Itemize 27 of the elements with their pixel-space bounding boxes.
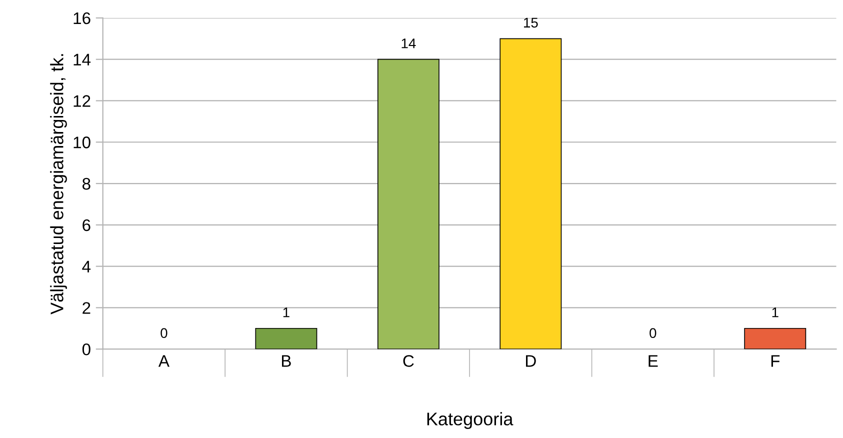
x-axis-title: Kategooria <box>427 412 514 429</box>
data-label: 0 <box>650 328 656 338</box>
bar <box>377 58 440 350</box>
data-label: 14 <box>402 38 416 48</box>
data-label: 0 <box>160 328 168 338</box>
bar <box>744 328 806 350</box>
y-tick-label: 6 <box>82 219 90 232</box>
x-tick-label: A <box>158 355 170 367</box>
data-label: 1 <box>772 308 778 318</box>
bar <box>500 38 562 350</box>
y-tick-label: 4 <box>82 260 91 272</box>
y-axis-title: Väljastatud energiamärgiseid, tk. <box>50 54 67 314</box>
data-label: 15 <box>524 18 538 28</box>
y-tick-label: 2 <box>82 302 90 314</box>
x-tick-label: F <box>771 355 780 367</box>
y-tick-label: 14 <box>74 54 91 66</box>
y-tick-label: 8 <box>82 178 90 190</box>
data-label: 1 <box>283 308 290 318</box>
bar <box>255 328 318 350</box>
x-tick-label: E <box>648 355 658 367</box>
x-tick-label: C <box>403 355 414 367</box>
x-tick-label: D <box>526 355 536 367</box>
y-tick-label: 10 <box>74 136 90 148</box>
y-tick-label: 16 <box>74 12 90 24</box>
y-tick-label: 0 <box>82 343 90 356</box>
y-tick-label: 12 <box>74 95 90 107</box>
x-tick-label: B <box>282 355 291 367</box>
